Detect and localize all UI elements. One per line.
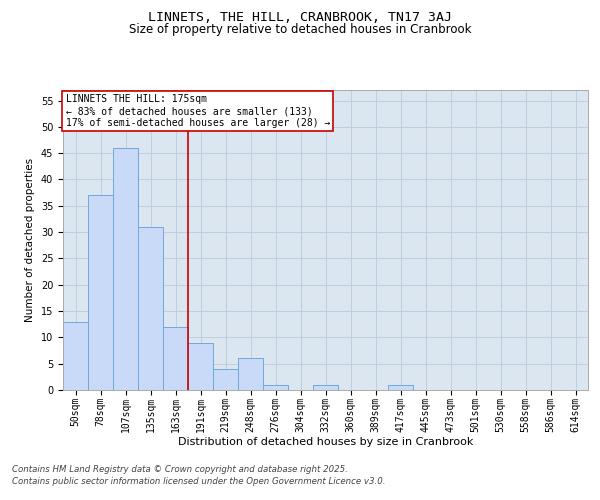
Bar: [138, 227, 163, 390]
Text: Contains public sector information licensed under the Open Government Licence v3: Contains public sector information licen…: [12, 477, 386, 486]
Bar: [188, 342, 213, 390]
Bar: [263, 384, 288, 390]
Bar: [113, 148, 138, 390]
Text: LINNETS, THE HILL, CRANBROOK, TN17 3AJ: LINNETS, THE HILL, CRANBROOK, TN17 3AJ: [148, 11, 452, 24]
Text: LINNETS THE HILL: 175sqm
← 83% of detached houses are smaller (133)
17% of semi-: LINNETS THE HILL: 175sqm ← 83% of detach…: [65, 94, 330, 128]
X-axis label: Distribution of detached houses by size in Cranbrook: Distribution of detached houses by size …: [178, 437, 473, 447]
Y-axis label: Number of detached properties: Number of detached properties: [25, 158, 35, 322]
Bar: [88, 196, 113, 390]
Text: Contains HM Land Registry data © Crown copyright and database right 2025.: Contains HM Land Registry data © Crown c…: [12, 466, 348, 474]
Bar: [238, 358, 263, 390]
Text: Size of property relative to detached houses in Cranbrook: Size of property relative to detached ho…: [129, 22, 471, 36]
Bar: [63, 322, 88, 390]
Bar: [313, 384, 338, 390]
Bar: [388, 384, 413, 390]
Bar: [213, 369, 238, 390]
Bar: [163, 327, 188, 390]
